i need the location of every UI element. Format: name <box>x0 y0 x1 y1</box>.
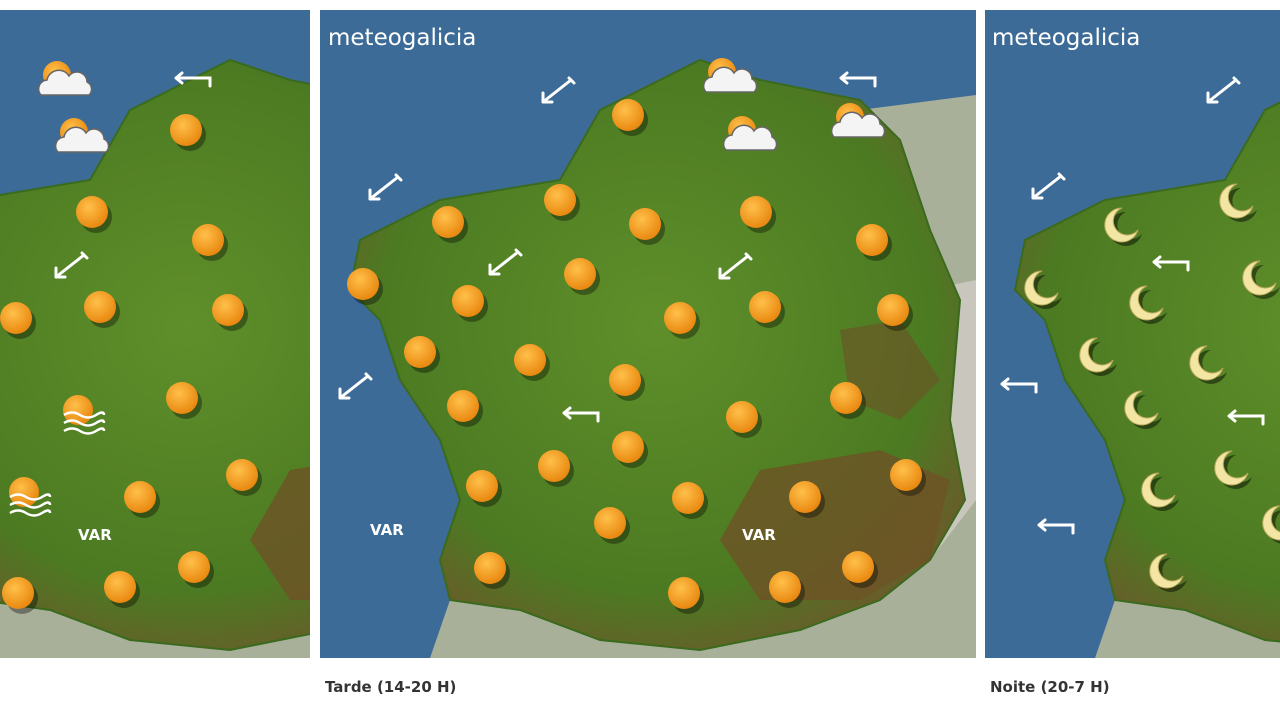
wind-arrow <box>562 406 600 423</box>
sun <box>664 302 696 334</box>
wind-label: VAR <box>742 526 776 544</box>
sun <box>452 285 484 317</box>
moon <box>1079 337 1114 373</box>
sun <box>170 114 202 146</box>
sun <box>789 481 821 513</box>
sun <box>629 208 661 240</box>
logo: meteogalicia <box>328 25 476 51</box>
wind-arrow <box>718 252 753 280</box>
map-night <box>985 10 1280 658</box>
wind-arrow <box>1037 518 1075 535</box>
sun <box>192 224 224 256</box>
cloud <box>37 69 93 96</box>
sun <box>564 258 596 290</box>
sun <box>514 344 546 376</box>
wind-label: VAR <box>370 521 404 539</box>
wind-arrow <box>54 251 89 279</box>
wind-arrow <box>1152 255 1190 272</box>
wind-arrow <box>338 372 373 400</box>
sun <box>432 206 464 238</box>
sun <box>594 507 626 539</box>
sun <box>84 291 116 323</box>
sun <box>890 459 922 491</box>
wind-lines <box>63 411 106 419</box>
wind-lines <box>9 493 52 501</box>
moon <box>1104 207 1139 243</box>
sun <box>466 470 498 502</box>
cloud <box>722 124 778 151</box>
moon <box>1141 472 1176 508</box>
moon <box>1242 260 1277 296</box>
caption: Noite (20-7 H) <box>990 678 1110 696</box>
weather-icons <box>0 58 1280 614</box>
sun <box>609 364 641 396</box>
wind-arrow <box>1031 172 1066 200</box>
wind-lines <box>63 427 106 435</box>
sun <box>672 482 704 514</box>
sun <box>769 571 801 603</box>
wind-arrow <box>1227 409 1265 426</box>
sun <box>166 382 198 414</box>
logo: meteogalicia <box>992 25 1140 51</box>
sun <box>124 481 156 513</box>
moon <box>1262 505 1280 541</box>
sun <box>0 302 32 334</box>
wind-arrow <box>541 76 576 104</box>
sun <box>726 401 758 433</box>
sun <box>749 291 781 323</box>
icon-layer <box>338 58 926 614</box>
map-afternoon <box>320 10 976 658</box>
sun <box>842 551 874 583</box>
sun <box>877 294 909 326</box>
sun <box>2 577 34 609</box>
moon <box>1124 390 1159 426</box>
moon <box>1189 345 1224 381</box>
wind-arrow <box>1000 377 1038 394</box>
sun <box>856 224 888 256</box>
sun <box>212 294 244 326</box>
sun <box>612 431 644 463</box>
sun <box>544 184 576 216</box>
sun <box>740 196 772 228</box>
wind-arrow <box>174 71 212 88</box>
sun <box>474 552 506 584</box>
sun <box>538 450 570 482</box>
sun <box>404 336 436 368</box>
sun <box>830 382 862 414</box>
sun <box>76 196 108 228</box>
moon <box>1129 285 1164 321</box>
icon-layer <box>0 61 262 614</box>
sun <box>447 390 479 422</box>
sun <box>668 577 700 609</box>
cloud <box>702 66 758 93</box>
sun <box>104 571 136 603</box>
wind-label: VAR <box>78 526 112 544</box>
icon-layer <box>1000 76 1280 592</box>
caption: Tarde (14-20 H) <box>325 678 456 696</box>
cloud <box>54 126 110 153</box>
wind-arrow <box>368 173 403 201</box>
moon <box>1214 450 1249 486</box>
wind-arrow <box>488 248 523 276</box>
moon <box>1149 553 1184 589</box>
sun <box>226 459 258 491</box>
sun <box>347 268 379 300</box>
wind-arrow <box>839 71 877 88</box>
sun <box>178 551 210 583</box>
wind-lines <box>9 509 52 517</box>
wind-arrow <box>1206 76 1241 104</box>
moon <box>1219 183 1254 219</box>
cloud <box>830 111 886 138</box>
moon <box>1024 270 1059 306</box>
sun <box>612 99 644 131</box>
wind-lines <box>63 419 106 427</box>
wind-lines <box>9 501 52 509</box>
